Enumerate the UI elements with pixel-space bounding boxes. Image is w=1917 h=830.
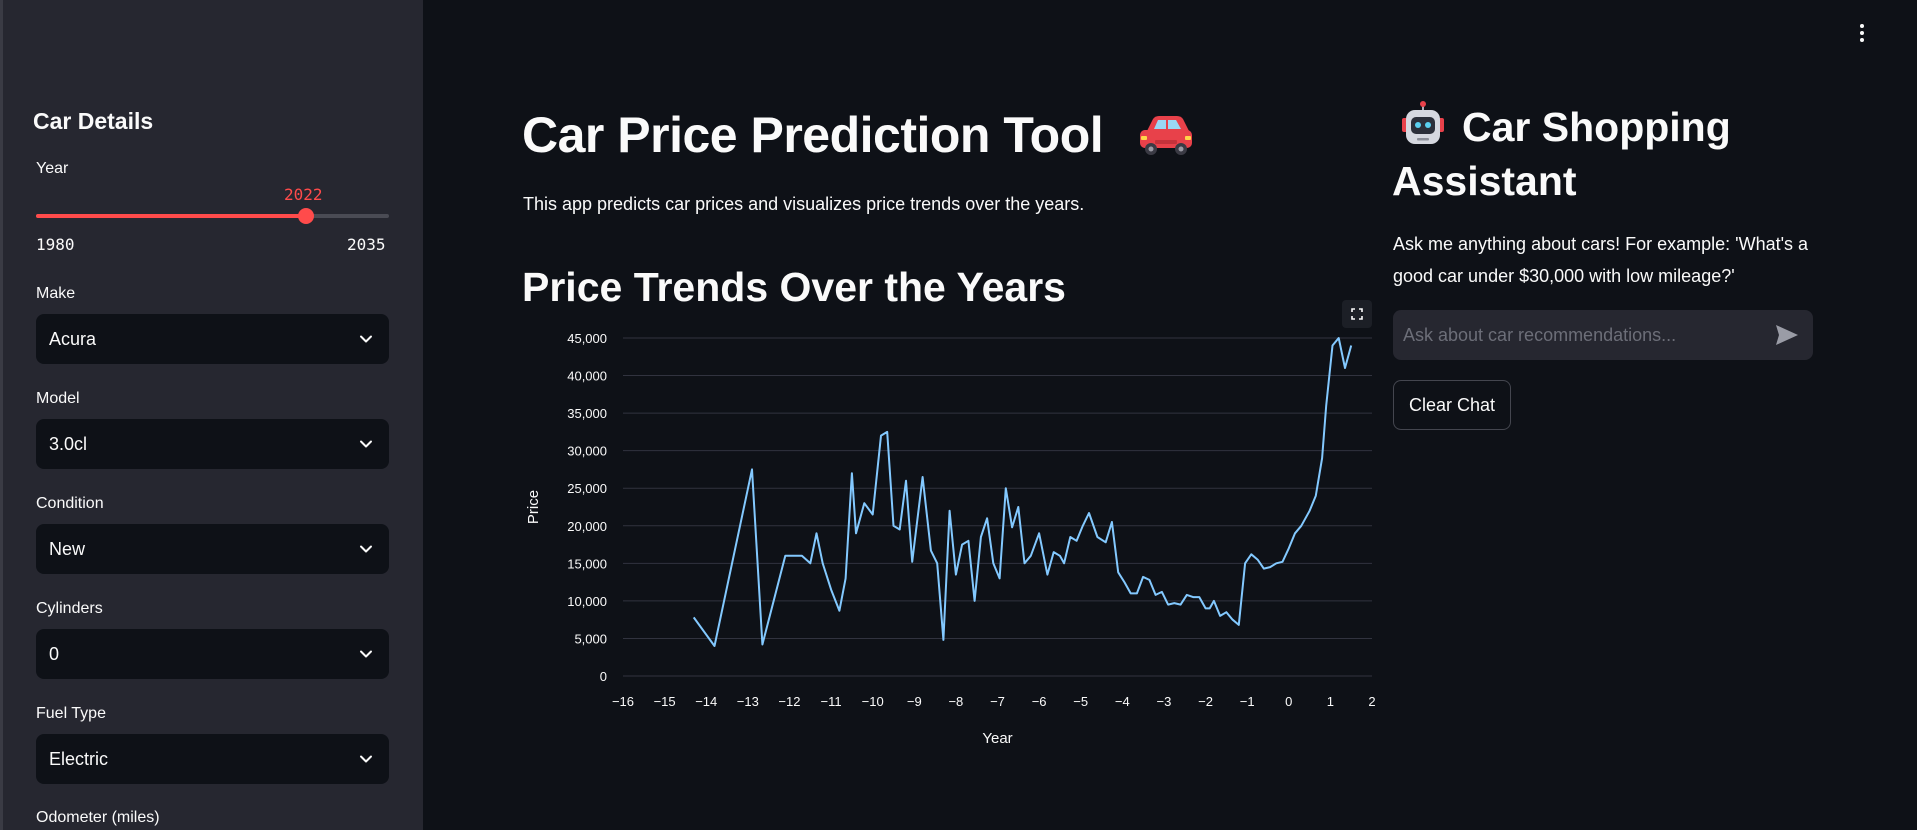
chart-section-title: Price Trends Over the Years (522, 264, 1066, 310)
chat-input[interactable] (1403, 323, 1753, 347)
x-tick-label: 0 (1285, 694, 1292, 709)
x-axis-label: Year (982, 730, 1012, 747)
robot-icon (1402, 101, 1444, 144)
x-tick-label: −4 (1115, 694, 1130, 709)
year-slider-min: 1980 (36, 235, 75, 254)
x-tick-label: −14 (695, 694, 717, 709)
cylinders-select[interactable]: 0 (36, 629, 389, 679)
sidebar-heading: Car Details (33, 108, 154, 134)
y-tick-label: 5,000 (574, 631, 607, 646)
year-slider-fill (36, 214, 306, 218)
x-tick-label: 1 (1327, 694, 1334, 709)
year-slider-value: 2022 (284, 185, 323, 204)
y-tick-label: 20,000 (567, 519, 607, 534)
y-tick-label: 40,000 (567, 369, 607, 384)
x-tick-label: 2 (1368, 694, 1375, 709)
chat-input-box (1393, 310, 1813, 360)
price-trend-chart[interactable]: 0 5,000 10,000 15,000 20,000 25,000 30,000 35,0… (520, 300, 1375, 760)
sidebar: Car Details Year 2022 1980 2035 Make Acu… (0, 0, 423, 830)
x-tick-label: −2 (1198, 694, 1213, 709)
x-tick-label: −6 (1032, 694, 1047, 709)
odometer-label: Odometer (miles) (36, 809, 160, 826)
year-slider[interactable] (36, 208, 389, 224)
chevron-down-icon (360, 650, 372, 658)
cylinders-select-value: 0 (49, 644, 60, 664)
y-tick-label: 10,000 (567, 594, 607, 609)
x-tick-label: −10 (862, 694, 884, 709)
y-tick-label: 25,000 (567, 481, 607, 496)
year-slider-thumb[interactable] (297, 208, 314, 224)
price-series-line (692, 337, 1353, 647)
x-tick-label: −12 (778, 694, 800, 709)
x-tick-label: −5 (1073, 694, 1088, 709)
chevron-down-icon (360, 545, 372, 553)
fuel-type-label: Fuel Type (36, 705, 106, 722)
x-tick-label: −8 (948, 694, 963, 709)
x-tick-label: −3 (1157, 694, 1172, 709)
fuel-type-select[interactable]: Electric (36, 734, 389, 784)
send-button[interactable] (1775, 324, 1799, 346)
y-tick-label: 15,000 (567, 556, 607, 571)
make-label: Make (36, 285, 76, 302)
cylinders-label: Cylinders (36, 600, 103, 617)
x-tick-label: −16 (612, 694, 634, 709)
condition-label: Condition (36, 495, 104, 512)
x-tick-label: −9 (907, 694, 922, 709)
y-tick-label: 0 (600, 669, 607, 684)
assistant-title-text: Car Shopping Assistant (1392, 104, 1731, 204)
chevron-down-icon (360, 440, 372, 448)
send-icon (1776, 325, 1798, 345)
x-tick-label: −11 (821, 694, 842, 709)
fullscreen-icon (1351, 308, 1363, 320)
condition-select[interactable]: New (36, 524, 389, 574)
page-description: This app predicts car prices and visuali… (523, 194, 1085, 214)
chevron-down-icon (360, 755, 372, 763)
y-tick-label: 35,000 (567, 406, 607, 421)
clear-chat-button[interactable]: Clear Chat (1393, 380, 1511, 430)
assistant-description: Ask me anything about cars! For example:… (1393, 234, 1809, 286)
chevron-down-icon (360, 335, 372, 343)
x-tick-label: −13 (737, 694, 759, 709)
y-tick-label: 30,000 (567, 444, 607, 459)
page-title: Car Price Prediction Tool (522, 107, 1104, 163)
fuel-type-select-value: Electric (49, 749, 109, 769)
make-select-value: Acura (49, 329, 97, 349)
x-tick-label: −15 (654, 694, 676, 709)
model-select[interactable]: 3.0cl (36, 419, 389, 469)
model-label: Model (36, 390, 80, 407)
assistant-title: Car Shopping Assistant (1392, 100, 1832, 208)
model-select-value: 3.0cl (49, 434, 88, 454)
main-menu-button[interactable] (1856, 20, 1868, 46)
condition-select-value: New (49, 539, 86, 559)
y-tick-label: 45,000 (567, 331, 607, 346)
make-select[interactable]: Acura (36, 314, 389, 364)
year-label: Year (36, 160, 69, 177)
y-axis-label: Price (525, 490, 542, 524)
x-tick-label: −7 (990, 694, 1005, 709)
fullscreen-button[interactable] (1342, 300, 1372, 328)
x-tick-label: −1 (1240, 694, 1255, 709)
car-icon (1140, 116, 1192, 155)
year-slider-max: 2035 (347, 235, 386, 254)
